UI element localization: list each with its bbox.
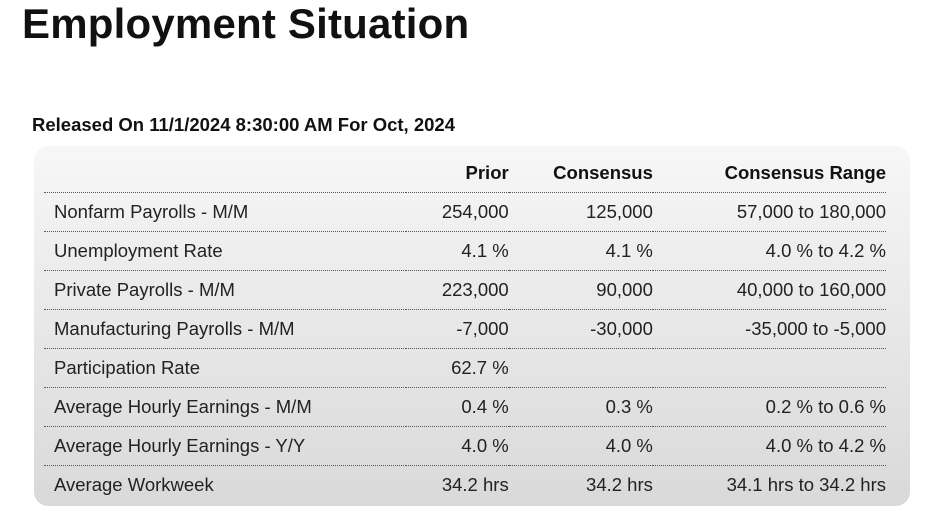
header-consensus: Consensus (508, 154, 653, 193)
data-panel: Prior Consensus Consensus Range Nonfarm … (34, 146, 910, 506)
cell-indicator: Unemployment Rate (44, 231, 407, 271)
cell-indicator: Average Hourly Earnings - Y/Y (44, 426, 407, 466)
header-consensus-range: Consensus Range (652, 154, 886, 193)
consensus-table: Prior Consensus Consensus Range Nonfarm … (44, 154, 886, 504)
table-row: Participation Rate 62.7 % (44, 348, 886, 388)
cell-consensus: 4.1 % (508, 231, 653, 271)
table-row: Average Hourly Earnings - Y/Y 4.0 % 4.0 % 4… (44, 426, 886, 466)
cell-prior: 0.4 % (406, 387, 509, 427)
table-row: Average Workweek 34.2 hrs 34.2 hrs 34.1 hrs… (44, 466, 886, 505)
header-prior: Prior (406, 154, 509, 193)
table-body: Nonfarm Payrolls - M/M 254,000 125,000 57,0… (44, 192, 886, 505)
table-row: Manufacturing Payrolls - M/M -7,000 -30,00… (44, 309, 886, 349)
cell-prior: 223,000 (406, 270, 509, 310)
cell-indicator: Participation Rate (44, 348, 407, 388)
cell-consensus (508, 348, 653, 388)
release-info: Released On 11/1/2024 8:30:00 AM For Oct… (32, 114, 455, 135)
cell-prior: 4.1 % (406, 231, 509, 271)
cell-indicator: Nonfarm Payrolls - M/M (44, 192, 407, 232)
cell-consensus: -30,000 (508, 309, 653, 349)
cell-consensus: 4.0 % (508, 426, 653, 466)
cell-consensus-range: 57,000 to 180,000 (652, 192, 886, 232)
cell-consensus: 34.2 hrs (586, 474, 653, 495)
cell-consensus-range (652, 348, 886, 388)
page-title: Employment Situation (22, 0, 470, 47)
cell-consensus-range: 0.2 % to 0.6 % (652, 387, 886, 427)
table-row: Nonfarm Payrolls - M/M 254,000 125,000 57,0… (44, 192, 886, 232)
cell-indicator: Private Payrolls - M/M (44, 270, 407, 310)
cell-consensus-range: 34.1 hrs to 34.2 hrs (726, 474, 886, 495)
cell-indicator: Manufacturing Payrolls - M/M (44, 309, 407, 349)
cell-prior: 4.0 % (406, 426, 509, 466)
cell-consensus: 0.3 % (508, 387, 653, 427)
cell-prior: -7,000 (406, 309, 509, 349)
cell-prior: 254,000 (406, 192, 509, 232)
table-row: Unemployment Rate 4.1 % 4.1 % 4.0 % to 4.2 … (44, 231, 886, 271)
cell-consensus-range: 4.0 % to 4.2 % (652, 426, 886, 466)
cell-indicator: Average Workweek (54, 474, 214, 495)
cell-consensus-range: 40,000 to 160,000 (652, 270, 886, 310)
cell-prior: 62.7 % (406, 348, 509, 388)
table-row: Average Hourly Earnings - M/M 0.4 % 0.3 % 0… (44, 387, 886, 427)
cell-consensus-range: -35,000 to -5,000 (652, 309, 886, 349)
cell-consensus: 125,000 (508, 192, 653, 232)
table-row: Private Payrolls - M/M 223,000 90,000 40,00… (44, 270, 886, 310)
cell-prior: 34.2 hrs (441, 474, 509, 495)
header-indicator (44, 154, 407, 193)
cell-consensus: 90,000 (508, 270, 653, 310)
table-header-row: Prior Consensus Consensus Range (44, 154, 886, 193)
cell-consensus-range: 4.0 % to 4.2 % (652, 231, 886, 271)
cell-indicator: Average Hourly Earnings - M/M (44, 387, 407, 427)
